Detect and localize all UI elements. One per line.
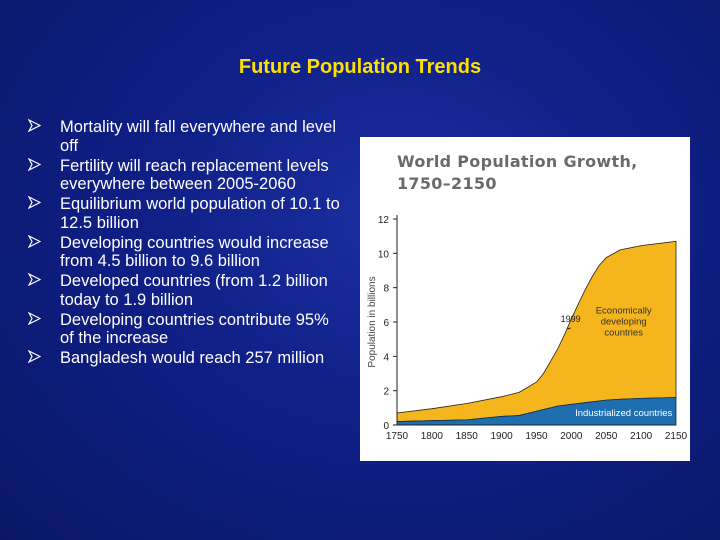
bullet-text: Equilibrium world population of 10.1 to … [60, 195, 340, 232]
bullet-text: Bangladesh would reach 257 million [60, 349, 325, 367]
bullet-list: Mortality will fall everywhere and level… [28, 118, 346, 369]
annotation-1999: 1999 [561, 314, 581, 324]
y-tick-label: 4 [383, 352, 389, 363]
bullet-text: Developing countries would increase from… [60, 233, 329, 271]
population-area-chart: 0 2 4 6 8 10 12 1750 1800 1850 1900 1950 2000 2050 210… [367, 215, 688, 442]
x-tick-label: 1800 [421, 431, 444, 442]
x-tick-label: 2050 [595, 431, 618, 442]
bullet-text: Developed countries (from 1.2 billion to… [60, 272, 328, 309]
bullet-text: Mortality will fall everywhere and level… [60, 118, 337, 155]
arrow-bullet-icon [28, 350, 41, 363]
y-tick-label: 10 [378, 249, 390, 260]
y-tick-label: 6 [383, 318, 389, 329]
bullet-text: Fertility will reach replacement levels … [60, 156, 329, 194]
chart-title-line: World Population Growth, [397, 152, 638, 171]
y-tick-label: 0 [383, 421, 389, 432]
x-tick-label: 1750 [386, 431, 409, 442]
bullet-text: Developing countries contribute 95% of t… [60, 310, 329, 348]
x-tick-label: 1900 [491, 431, 514, 442]
arrow-bullet-icon [28, 119, 41, 132]
x-tick-label: 2100 [630, 431, 653, 442]
annotation-industrialized: Industrialized countries [575, 408, 672, 419]
chart-title-line: 1750–2150 [397, 174, 497, 193]
chart-panel: World Population Growth, 1750–2150 0 2 4 6 8… [360, 137, 690, 461]
arrow-bullet-icon [28, 157, 41, 171]
x-tick-label: 2000 [560, 431, 583, 442]
bullet-item: Developing countries would increase from… [28, 234, 346, 271]
arrow-bullet-icon [28, 234, 41, 248]
annotation-developing: Economically developing countries [596, 305, 652, 338]
arrow-bullet-icon [28, 311, 41, 325]
slide-title: Future Population Trends [238, 56, 482, 78]
bullet-item: Developed countries (from 1.2 billion to… [28, 272, 346, 309]
arrow-bullet-icon [28, 273, 41, 286]
x-tick-label: 2150 [665, 431, 688, 442]
bullet-item: Bangladesh would reach 257 million [28, 349, 346, 368]
y-tick-label: 12 [378, 215, 390, 226]
bullet-item: Equilibrium world population of 10.1 to … [28, 195, 346, 232]
x-tick-label: 1950 [525, 431, 548, 442]
y-tick-label: 2 [383, 387, 389, 398]
x-tick-label: 1850 [456, 431, 479, 442]
y-axis-label: Population in billions [367, 276, 378, 367]
y-tick-label: 8 [383, 284, 389, 295]
area-industrialized-countries [396, 397, 677, 426]
annotation-1999-pointer [567, 327, 571, 330]
bullet-item: Mortality will fall everywhere and level… [28, 118, 346, 155]
bullet-item: Fertility will reach replacement levels … [28, 157, 346, 194]
chart-title: World Population Growth, 1750–2150 [397, 151, 687, 195]
bullet-item: Developing countries contribute 95% of t… [28, 311, 346, 348]
arrow-bullet-icon [28, 196, 41, 209]
